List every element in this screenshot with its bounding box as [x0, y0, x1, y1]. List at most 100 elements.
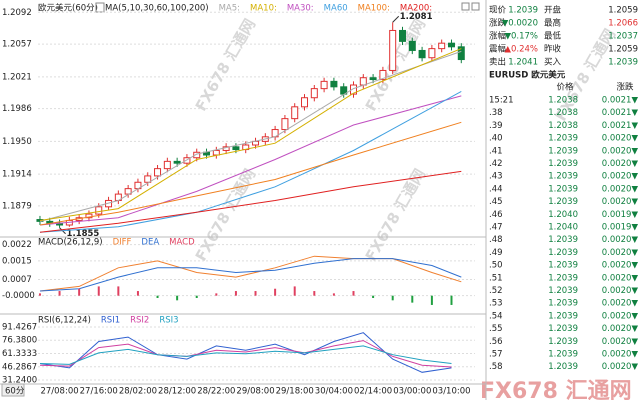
tick-price: 1.2039: [548, 146, 578, 156]
legend-entry: MA10:: [250, 4, 277, 14]
symbol: EURUSD 欧元美元: [489, 70, 566, 81]
period-button-label[interactable]: 60分: [5, 387, 25, 397]
column-header: 价格: [556, 82, 574, 93]
candle-body: [438, 42, 446, 50]
legend-entry: RSI3: [159, 316, 178, 326]
candle-body: [301, 97, 309, 108]
tick-time: .43: [489, 172, 503, 182]
candle-body: [232, 146, 240, 151]
tick-time: .57: [489, 350, 503, 360]
x-tick-label: 29/08:00: [236, 387, 274, 397]
candle-body: [369, 77, 377, 81]
legend-entry: RSI1: [101, 316, 120, 326]
quote-label: 昨收: [544, 44, 562, 55]
tick-price: 1.2039: [548, 172, 578, 182]
tick-price: 1.2038: [548, 108, 578, 118]
tick-time: .46: [489, 210, 503, 220]
tick-change: 0.0020▼: [602, 350, 639, 360]
tick-time: .58: [489, 362, 503, 372]
tick-time: .56: [489, 337, 503, 347]
y-tick-label: 1.1914: [2, 170, 32, 180]
tick-time: .47: [489, 223, 503, 233]
y-tick-label: 0.0007: [2, 275, 32, 285]
tick-change: 0.0020▼: [602, 273, 639, 283]
candle-body: [447, 42, 455, 48]
candle-body: [359, 77, 367, 86]
column-header: 涨跌: [616, 82, 634, 93]
tick-price: 1.2039: [548, 299, 578, 309]
series-line: [39, 170, 462, 233]
quote-label: 涨跌: [489, 18, 507, 29]
tick-price: 1.2039: [548, 235, 578, 245]
series-line: [39, 258, 462, 292]
tick-time: .54: [489, 311, 503, 321]
candle-body: [428, 48, 436, 59]
candle-body: [379, 69, 387, 81]
tick-change: 0.0020▼: [602, 248, 639, 258]
tick-time: .42: [489, 159, 503, 169]
quote-value: 1.2059: [608, 45, 638, 55]
tick-change: 0.0020▼: [602, 172, 639, 182]
legend-entry: MA200:: [400, 4, 432, 14]
x-tick-label: 02/14:00: [354, 387, 392, 397]
legend-entry: MA100:: [358, 4, 390, 14]
candle-body: [95, 206, 103, 215]
series-line: [39, 255, 462, 292]
quote-label: 现价: [489, 6, 507, 16]
y-tick-label: 1.1986: [2, 104, 32, 114]
candle-body: [398, 29, 406, 42]
tick-time: 15:21: [489, 96, 514, 106]
quote-label: 买入: [544, 58, 562, 68]
tick-price: 1.2039: [548, 311, 578, 321]
candle-body: [330, 80, 338, 88]
quote-value: ▲0.24%: [504, 45, 538, 55]
quote-label: 涨幅: [489, 31, 507, 42]
x-tick-label: 27/16:00: [80, 387, 118, 397]
logo: FX678 汇通网: [480, 379, 632, 400]
tick-time: .52: [489, 286, 503, 296]
series-line: [39, 121, 462, 226]
candle-body: [193, 151, 201, 159]
quote-label: 最低: [544, 31, 562, 42]
x-tick-label: 03/00:00: [393, 387, 431, 397]
quote-value: 1.2039: [608, 58, 638, 68]
tick-price: 1.2039: [548, 134, 578, 144]
quote-value: ▼0.0020: [502, 19, 538, 29]
series-line: [39, 332, 452, 373]
quote-value: 1.2041: [508, 58, 538, 68]
candle-body: [281, 118, 289, 131]
tick-change: 0.0020▼: [602, 184, 639, 194]
x-tick-label: 28/02:00: [119, 387, 157, 397]
legend-entry: MACD: [169, 238, 195, 248]
y-tick-label: 31.2400: [2, 376, 37, 386]
tick-change: 0.0020▼: [602, 362, 639, 372]
tick-time: .51: [489, 273, 503, 283]
tick-change: 0.0020▼: [602, 159, 639, 169]
candle-body: [144, 175, 152, 183]
icon[interactable]: [461, 2, 470, 11]
y-tick-label: 76.3800: [2, 336, 37, 346]
quote-value: 1.2066: [608, 19, 638, 29]
tick-price: 1.2039: [548, 362, 578, 372]
period-button[interactable]: [1, 383, 25, 397]
annotation: 1.2081: [400, 12, 433, 22]
series-line: [39, 95, 462, 226]
legend-entry: MA30:: [287, 4, 314, 14]
candle-body: [320, 80, 328, 90]
icon[interactable]: [471, 2, 480, 11]
quote-value: 1.2039: [508, 6, 538, 16]
series-line: [39, 48, 462, 221]
x-tick-label: 28/12:00: [158, 387, 196, 397]
legend-entry: DEA: [141, 238, 159, 248]
tick-price: 1.2039: [548, 286, 578, 296]
candle-body: [85, 213, 93, 219]
tick-change: 0.0019▼: [602, 210, 639, 220]
tick-time: .39: [489, 121, 503, 131]
tick-price: 1.2040: [548, 210, 578, 220]
series-line: [39, 90, 462, 233]
y-tick-label: 0.0022: [2, 240, 32, 250]
legend-entry: DIFF: [113, 238, 132, 248]
indicator-title: MACD(26,12,9): [38, 238, 103, 248]
quote-value: ▼0.17%: [504, 32, 538, 42]
series-line: [39, 340, 452, 368]
